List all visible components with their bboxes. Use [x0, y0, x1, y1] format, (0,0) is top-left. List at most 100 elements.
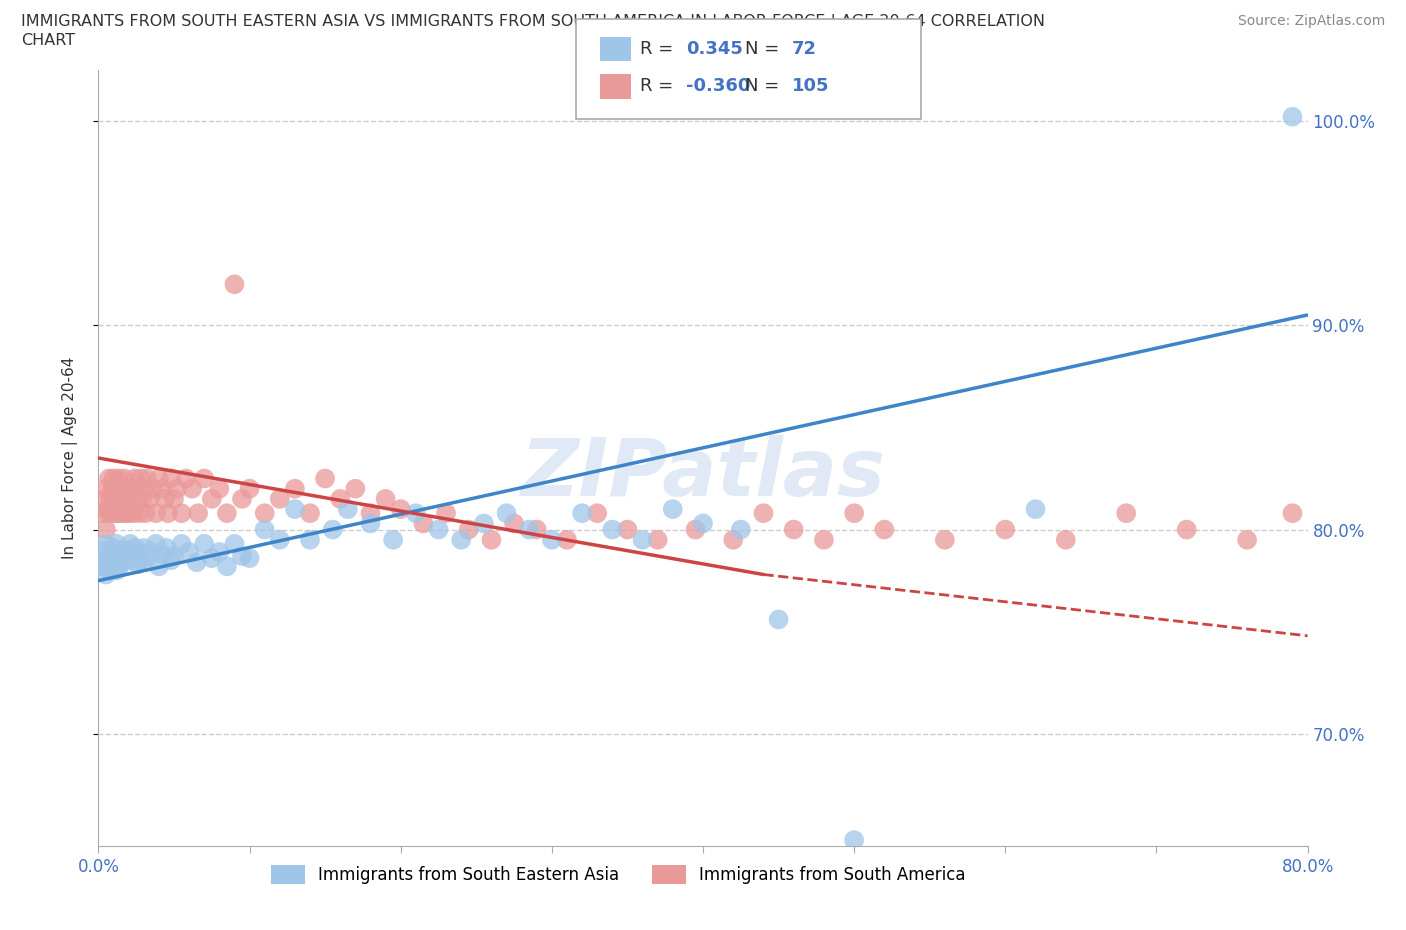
Point [148, 559, 170, 574]
Point [105, 563, 128, 578]
Point [98, 506, 121, 521]
Point [145, 537, 167, 551]
Point [495, 506, 517, 521]
Point [215, 506, 238, 521]
Legend: Immigrants from South Eastern Asia, Immigrants from South America: Immigrants from South Eastern Asia, Immi… [263, 857, 974, 892]
Point [450, 532, 472, 547]
Point [571, 506, 593, 521]
Text: Source: ZipAtlas.com: Source: ZipAtlas.com [1237, 14, 1385, 28]
Point [647, 532, 669, 547]
Point [101, 481, 124, 496]
Point [844, 506, 866, 521]
Point [100, 491, 122, 506]
Point [91, 559, 114, 574]
Point [1115, 506, 1137, 521]
Point [526, 522, 548, 537]
Point [517, 522, 540, 537]
Point [170, 506, 193, 521]
Point [90, 542, 112, 557]
Point [329, 491, 352, 506]
Point [360, 506, 382, 521]
Point [125, 481, 148, 496]
Point [121, 481, 143, 496]
Point [179, 545, 201, 560]
Point [93, 552, 115, 567]
Point [344, 481, 367, 496]
Point [141, 545, 163, 560]
Text: 105: 105 [792, 77, 830, 96]
Point [107, 491, 129, 506]
Point [127, 557, 149, 572]
Point [631, 532, 654, 547]
Point [1312, 522, 1334, 537]
Point [336, 501, 359, 516]
Text: CHART: CHART [21, 33, 75, 47]
Point [128, 506, 150, 521]
Point [481, 532, 503, 547]
Point [472, 516, 495, 531]
Point [163, 549, 186, 564]
Point [412, 516, 434, 531]
Point [134, 506, 156, 521]
Point [155, 540, 177, 555]
Point [374, 491, 396, 506]
Point [434, 506, 457, 521]
Point [187, 506, 209, 521]
Point [98, 471, 121, 485]
Point [170, 537, 193, 551]
Point [104, 549, 127, 564]
Point [129, 471, 152, 485]
Point [160, 552, 183, 567]
Point [314, 471, 336, 485]
Point [193, 537, 215, 551]
Point [139, 491, 162, 506]
Point [208, 545, 231, 560]
Point [174, 471, 197, 485]
Point [299, 532, 322, 547]
Text: 72: 72 [792, 40, 817, 59]
Point [269, 532, 291, 547]
Point [322, 522, 344, 537]
Point [163, 491, 186, 506]
Point [108, 559, 131, 574]
Point [1386, 532, 1406, 547]
Point [224, 537, 246, 551]
Point [107, 551, 129, 565]
Point [239, 551, 262, 565]
Point [100, 547, 122, 562]
Point [389, 501, 412, 516]
Point [94, 567, 117, 582]
Point [94, 522, 117, 537]
Point [752, 506, 775, 521]
Point [685, 522, 707, 537]
Text: 0.345: 0.345 [686, 40, 742, 59]
Point [156, 506, 179, 521]
Point [91, 506, 114, 521]
Point [135, 471, 157, 485]
Point [555, 532, 578, 547]
Point [118, 545, 141, 560]
Point [127, 491, 149, 506]
Point [98, 563, 121, 578]
Point [108, 506, 131, 521]
Point [105, 481, 128, 496]
Point [208, 481, 231, 496]
Point [1054, 532, 1077, 547]
Point [193, 471, 215, 485]
Text: N =: N = [745, 77, 785, 96]
Point [1281, 110, 1303, 125]
Point [104, 491, 127, 506]
Point [253, 522, 276, 537]
Point [128, 545, 150, 560]
Point [186, 555, 208, 570]
Point [405, 506, 427, 521]
Point [813, 532, 835, 547]
Text: IMMIGRANTS FROM SOUTH EASTERN ASIA VS IMMIGRANTS FROM SOUTH AMERICA IN LABOR FOR: IMMIGRANTS FROM SOUTH EASTERN ASIA VS IM… [21, 14, 1045, 30]
Point [231, 549, 253, 564]
Point [844, 832, 866, 847]
Point [181, 481, 204, 496]
Point [1334, 532, 1357, 547]
Point [150, 481, 173, 496]
Point [730, 522, 752, 537]
Point [231, 491, 253, 506]
